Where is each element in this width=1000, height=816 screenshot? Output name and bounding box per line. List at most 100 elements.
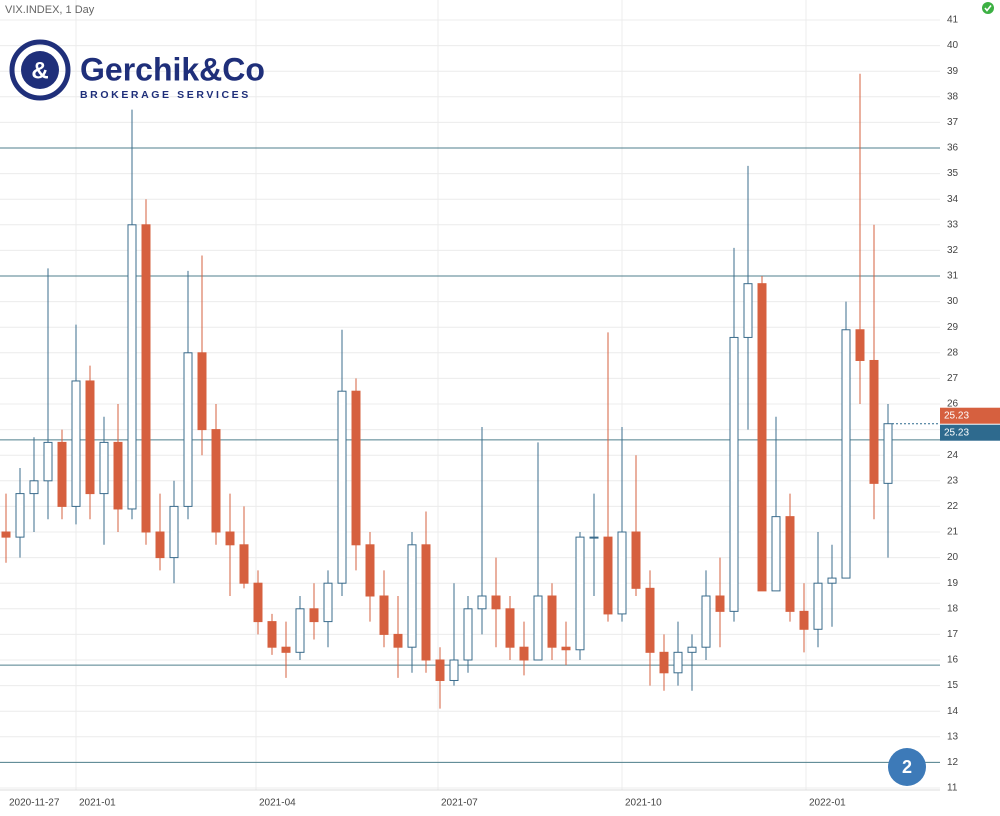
candle-body [113, 441, 123, 510]
candle-body [701, 595, 711, 648]
candle-body [575, 536, 585, 651]
y-tick-label: 28 [947, 347, 959, 358]
candles [1, 73, 893, 709]
candle-body [673, 651, 683, 674]
y-tick-label: 35 [947, 168, 959, 179]
candle-body [1, 531, 11, 538]
x-tick-label: 2021-10 [625, 798, 662, 809]
logo-core [21, 51, 59, 89]
y-tick-label: 33 [947, 219, 959, 230]
candle-body [295, 608, 305, 653]
candle-body [645, 587, 655, 653]
candle-body [785, 516, 795, 612]
candle-body [211, 429, 221, 533]
candle-body [281, 646, 291, 653]
candle-body [883, 423, 893, 484]
y-tick-label: 12 [947, 757, 959, 768]
candle-body [827, 577, 837, 584]
x-tick-label: 2021-07 [441, 798, 478, 809]
y-tick-label: 41 [947, 15, 959, 26]
y-tick-label: 16 [947, 655, 959, 666]
y-tick-label: 36 [947, 143, 959, 154]
candle-body [869, 359, 879, 484]
candle-body [477, 595, 487, 610]
logo-ring [9, 39, 71, 101]
x-tick-label: 2022-01 [809, 798, 846, 809]
logo-tagline: BROKERAGE SERVICES [80, 89, 251, 101]
candle-body [309, 608, 319, 623]
candle-body [799, 610, 809, 630]
candle-body [239, 544, 249, 584]
chart-title: VIX.INDEX, 1 Day [5, 4, 95, 16]
y-tick-label: 13 [947, 731, 959, 742]
candle-body [631, 531, 641, 589]
candle-body [15, 493, 25, 538]
grid [0, 0, 940, 790]
y-tick-label: 18 [947, 603, 959, 614]
candle-body [127, 224, 137, 510]
candle-body [71, 380, 81, 507]
logo-name: Gerchik&Co [80, 51, 265, 87]
levels [0, 147, 940, 763]
logo: & Gerchik&Co BROKERAGE SERVICES [9, 39, 265, 101]
candle-body [141, 224, 151, 533]
candle-body [729, 336, 739, 612]
candle-body [841, 329, 851, 579]
candle-body [169, 505, 179, 559]
y-tick-label: 15 [947, 680, 959, 691]
candle-body [603, 536, 613, 615]
y-tick-label: 39 [947, 66, 959, 77]
y-tick-label: 40 [947, 40, 959, 51]
candle-body [365, 544, 375, 597]
candle-body [351, 390, 361, 546]
y-tick-label: 30 [947, 296, 959, 307]
y-tick-label: 26 [947, 399, 959, 410]
candle-body [253, 582, 263, 623]
y-tick-label: 23 [947, 475, 959, 486]
badge-label: 2 [902, 757, 912, 777]
candle-body [533, 595, 543, 661]
candle-body [449, 659, 459, 681]
x-tick-label: 2020-11-27 [9, 798, 60, 809]
candle-body [813, 582, 823, 630]
price-label: 25.23 [944, 427, 969, 438]
candle-body [393, 633, 403, 648]
candle-body [757, 283, 767, 592]
candle-body [29, 480, 39, 495]
candle-body [43, 441, 53, 482]
price-label: 25.23 [944, 410, 969, 421]
candle-body [547, 595, 557, 648]
candle-body [771, 516, 781, 592]
candle-body [659, 651, 669, 674]
candle-body [407, 544, 417, 648]
price-label-box [940, 407, 1000, 424]
candle-body [99, 441, 109, 495]
y-tick-label: 14 [947, 706, 959, 717]
y-tick-label: 20 [947, 552, 959, 563]
candle-body [337, 390, 347, 584]
y-tick-label: 27 [947, 373, 959, 384]
candle-body [561, 646, 571, 651]
candle-body [197, 352, 207, 431]
y-tick-label: 31 [947, 271, 959, 282]
y-tick-label: 32 [947, 245, 959, 256]
y-tick-label: 29 [947, 322, 959, 333]
y-tick-label: 17 [947, 629, 959, 640]
candle-body [463, 608, 473, 661]
y-tick-label: 11 [947, 783, 958, 794]
y-tick-label: 38 [947, 91, 959, 102]
candle-body [57, 441, 67, 507]
candle-body [183, 352, 193, 507]
candle-body [715, 595, 725, 612]
candle-body [323, 582, 333, 623]
y-tick-label: 24 [947, 450, 959, 461]
candle-body [225, 531, 235, 546]
candle-body [421, 544, 431, 661]
y-tick-label: 19 [947, 578, 959, 589]
badge[interactable] [888, 748, 926, 786]
x-tick-label: 2021-01 [79, 798, 116, 809]
candle-body [617, 531, 627, 615]
candle-body [519, 646, 529, 661]
candle-body [85, 380, 95, 495]
